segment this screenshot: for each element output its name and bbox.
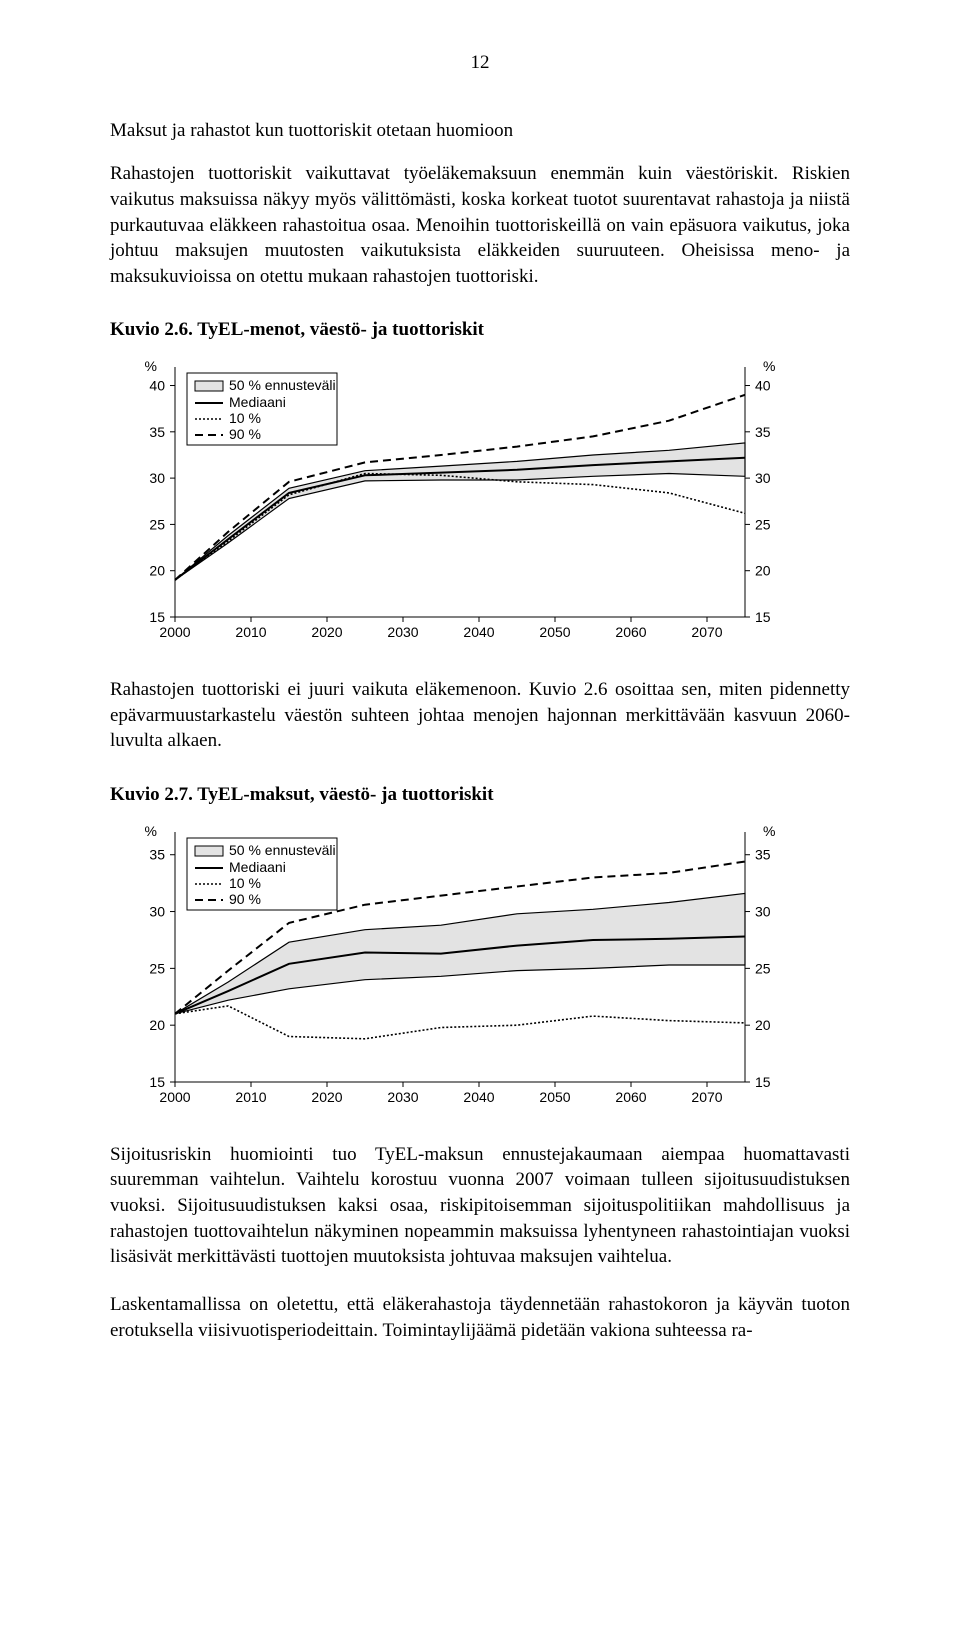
svg-text:35: 35 (149, 424, 165, 440)
svg-text:90 %: 90 % (229, 426, 261, 442)
svg-text:2010: 2010 (235, 1089, 266, 1105)
svg-text:35: 35 (755, 846, 771, 862)
svg-text:%: % (763, 823, 775, 839)
svg-text:25: 25 (755, 517, 771, 533)
svg-text:2060: 2060 (615, 624, 646, 640)
svg-text:2050: 2050 (539, 1089, 570, 1105)
svg-text:2000: 2000 (159, 624, 190, 640)
figure-2-6-chart: 2000201020202030204020502060207015152020… (110, 353, 850, 649)
svg-text:2070: 2070 (691, 1089, 722, 1105)
figure-2-7-chart: 2000201020202030204020502060207015152020… (110, 818, 850, 1114)
paragraph-1: Rahastojen tuottoriskit vaikuttavat työe… (110, 161, 850, 289)
section-title: Maksut ja rahastot kun tuottoriskit otet… (110, 118, 850, 144)
svg-text:30: 30 (755, 470, 771, 486)
svg-text:30: 30 (755, 903, 771, 919)
svg-text:15: 15 (755, 1074, 771, 1090)
paragraph-4: Laskentamallissa on oletettu, että eläke… (110, 1292, 850, 1343)
svg-text:50 % ennusteväli: 50 % ennusteväli (229, 842, 336, 858)
svg-text:20: 20 (149, 1017, 165, 1033)
svg-text:30: 30 (149, 903, 165, 919)
paragraph-3: Sijoitusriskin huomiointi tuo TyEL-maksu… (110, 1142, 850, 1270)
svg-text:20: 20 (755, 563, 771, 579)
svg-text:%: % (145, 358, 157, 374)
svg-text:10 %: 10 % (229, 875, 261, 891)
svg-text:40: 40 (149, 378, 165, 394)
svg-text:50 % ennusteväli: 50 % ennusteväli (229, 377, 336, 393)
svg-text:90 %: 90 % (229, 891, 261, 907)
svg-text:2020: 2020 (311, 624, 342, 640)
svg-text:15: 15 (149, 609, 165, 625)
svg-text:2060: 2060 (615, 1089, 646, 1105)
svg-text:35: 35 (755, 424, 771, 440)
svg-text:%: % (763, 358, 775, 374)
svg-text:10 %: 10 % (229, 410, 261, 426)
svg-text:Mediaani: Mediaani (229, 394, 286, 410)
svg-text:30: 30 (149, 470, 165, 486)
page-number: 12 (110, 50, 850, 76)
figure-2-6-title: Kuvio 2.6. TyEL-menot, väestö- ja tuotto… (110, 317, 850, 343)
svg-text:15: 15 (149, 1074, 165, 1090)
svg-text:25: 25 (755, 960, 771, 976)
svg-text:2030: 2030 (387, 1089, 418, 1105)
svg-text:2040: 2040 (463, 1089, 494, 1105)
svg-text:2000: 2000 (159, 1089, 190, 1105)
paragraph-2: Rahastojen tuottoriski ei juuri vaikuta … (110, 677, 850, 754)
figure-2-7-title: Kuvio 2.7. TyEL-maksut, väestö- ja tuott… (110, 782, 850, 808)
svg-text:2030: 2030 (387, 624, 418, 640)
svg-text:15: 15 (755, 609, 771, 625)
svg-text:20: 20 (149, 563, 165, 579)
chart-svg-2: 2000201020202030204020502060207015152020… (110, 818, 785, 1114)
svg-text:Mediaani: Mediaani (229, 859, 286, 875)
svg-text:2070: 2070 (691, 624, 722, 640)
svg-text:25: 25 (149, 517, 165, 533)
svg-text:25: 25 (149, 960, 165, 976)
chart-svg-1: 2000201020202030204020502060207015152020… (110, 353, 785, 649)
svg-text:2020: 2020 (311, 1089, 342, 1105)
svg-text:%: % (145, 823, 157, 839)
svg-text:35: 35 (149, 846, 165, 862)
svg-text:2050: 2050 (539, 624, 570, 640)
svg-text:2040: 2040 (463, 624, 494, 640)
svg-text:20: 20 (755, 1017, 771, 1033)
svg-text:40: 40 (755, 378, 771, 394)
svg-text:2010: 2010 (235, 624, 266, 640)
